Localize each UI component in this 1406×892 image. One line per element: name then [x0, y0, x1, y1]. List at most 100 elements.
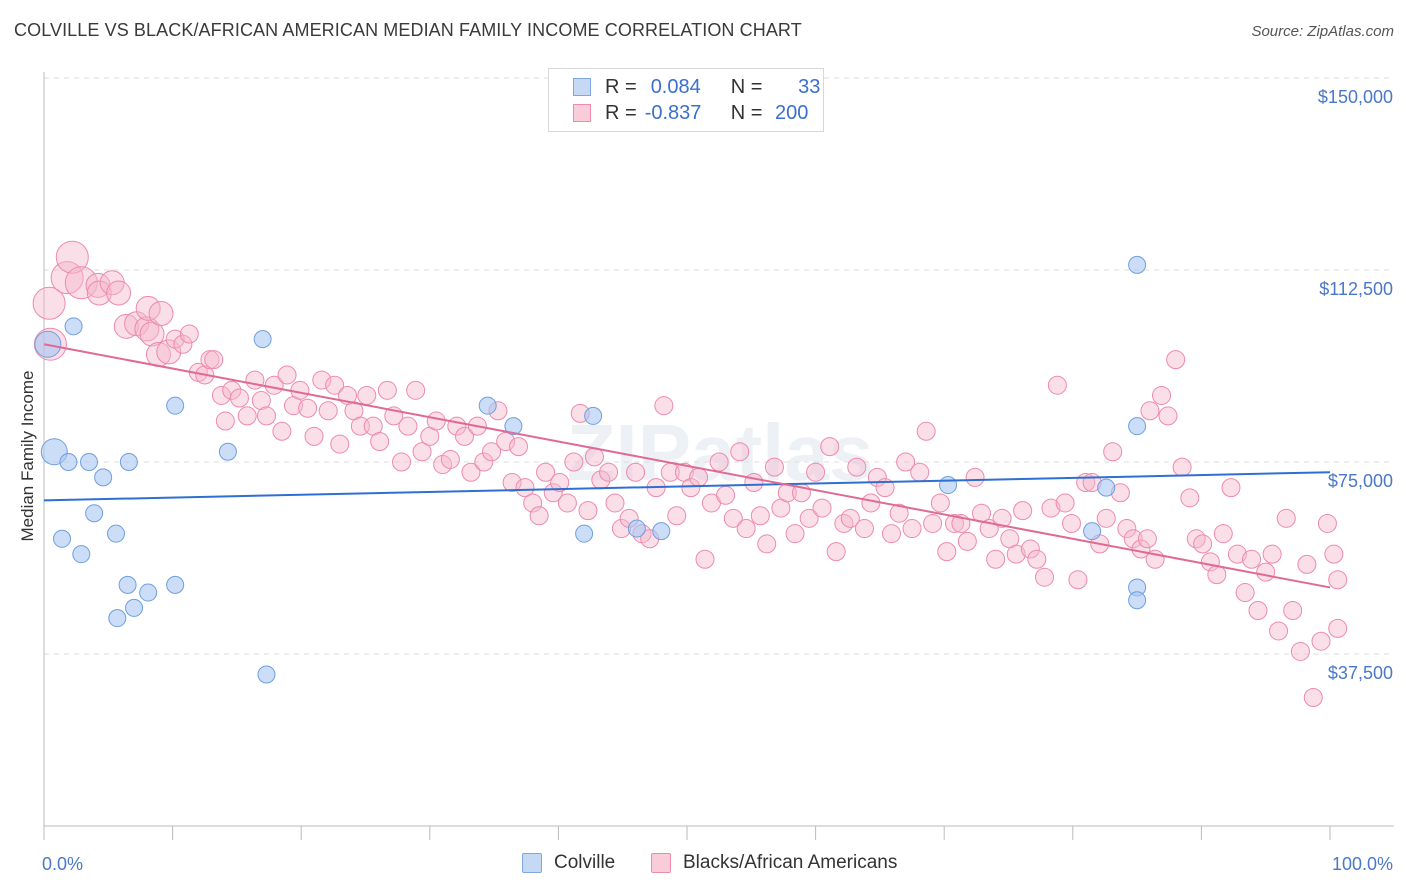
black-point — [256, 406, 276, 426]
black-point — [1158, 406, 1178, 426]
black-point — [1242, 549, 1262, 569]
colville-point — [166, 396, 185, 415]
black-point — [135, 295, 161, 321]
n-value: 200 — [775, 101, 809, 124]
black-point — [318, 401, 338, 421]
black-point — [744, 472, 764, 492]
colville-point — [125, 598, 144, 617]
black-point — [357, 385, 377, 405]
colville-point — [139, 583, 158, 602]
black-point — [426, 411, 446, 431]
black-point — [156, 339, 182, 365]
black-point — [1140, 401, 1160, 421]
black-point — [1062, 513, 1082, 533]
colville-point — [257, 665, 276, 684]
black-point — [179, 324, 199, 344]
black-point — [529, 506, 549, 526]
black-point — [1006, 544, 1026, 564]
black-point — [1186, 529, 1206, 549]
black-point — [1283, 600, 1303, 620]
series-black-points — [32, 240, 1348, 708]
black-point — [896, 452, 916, 472]
black-point — [1180, 488, 1200, 508]
colville-point — [1097, 478, 1116, 497]
black-point — [272, 421, 292, 441]
black-point — [406, 380, 426, 400]
n-label: N = — [730, 75, 763, 98]
black-point — [1123, 529, 1143, 549]
black-point — [1193, 534, 1213, 554]
r-label: R = — [605, 101, 637, 124]
series-colville-points — [34, 255, 1147, 684]
black-point — [681, 478, 701, 498]
black-legend-swatch — [651, 853, 671, 873]
black-point — [222, 380, 242, 400]
black-point — [173, 334, 193, 354]
black-trend-line — [43, 343, 1331, 589]
colville-point — [1083, 522, 1102, 541]
black-point — [237, 406, 257, 426]
black-point — [736, 519, 756, 539]
black-point — [1221, 478, 1241, 498]
black-point — [1027, 549, 1047, 569]
black-point — [312, 370, 332, 390]
n-value: 33 — [798, 75, 821, 98]
black-point — [689, 467, 709, 487]
gridlines — [44, 77, 1394, 655]
y-axis-label: Median Family Income — [18, 370, 37, 541]
black-point — [709, 452, 729, 472]
black-point — [1235, 583, 1255, 603]
black-point — [667, 506, 687, 526]
colville-point — [478, 396, 497, 415]
legend-item-black: Blacks/African Americans — [651, 852, 897, 874]
colville-legend-swatch — [522, 853, 542, 873]
black-point — [730, 442, 750, 462]
black-point — [509, 437, 529, 457]
black-point — [840, 508, 860, 528]
black-point — [412, 442, 432, 462]
black-point — [820, 437, 840, 457]
black-point — [1041, 498, 1061, 518]
black-point — [930, 493, 950, 513]
black-point — [461, 462, 481, 482]
black-point — [750, 506, 770, 526]
black-point — [245, 370, 265, 390]
black-point — [799, 508, 819, 528]
colville-point — [1128, 591, 1147, 610]
black-point — [1213, 524, 1233, 544]
black-point — [1096, 508, 1116, 528]
black-point — [502, 472, 522, 492]
black-point — [626, 462, 646, 482]
black-point — [50, 261, 84, 295]
colville-point — [1128, 417, 1147, 436]
y-tick-label-2: $112,500 — [1319, 279, 1393, 299]
black-point — [1227, 544, 1247, 564]
colville-swatch — [573, 78, 591, 96]
colville-point — [218, 442, 237, 461]
tick-labels: $37,500 $75,000 $112,500 $150,000 0.0% 100.0% — [42, 87, 1393, 874]
legend-row-black: R = -0.837 N = 200 — [573, 101, 808, 125]
black-point — [215, 411, 235, 431]
black-point — [584, 447, 604, 467]
black-point — [370, 432, 390, 452]
black-swatch — [573, 104, 591, 122]
colville-point — [119, 453, 138, 471]
chart-title: COLVILLE VS BLACK/AFRICAN AMERICAN MEDIA… — [14, 20, 802, 40]
black-point — [757, 534, 777, 554]
colville-point — [59, 453, 78, 471]
black-point — [1317, 513, 1337, 533]
black-point — [806, 462, 826, 482]
black-point — [251, 391, 271, 411]
r-value: -0.837 — [644, 101, 702, 124]
black-point — [1248, 600, 1268, 620]
y-tick-label-0: $37,500 — [1328, 663, 1393, 683]
black-point — [1269, 621, 1289, 641]
n-label: N = — [730, 101, 763, 124]
colville-point — [108, 609, 127, 628]
black-point — [64, 266, 98, 300]
black-point — [1290, 641, 1310, 661]
black-point — [861, 493, 881, 513]
black-point — [86, 280, 112, 306]
black-point — [1328, 618, 1348, 638]
